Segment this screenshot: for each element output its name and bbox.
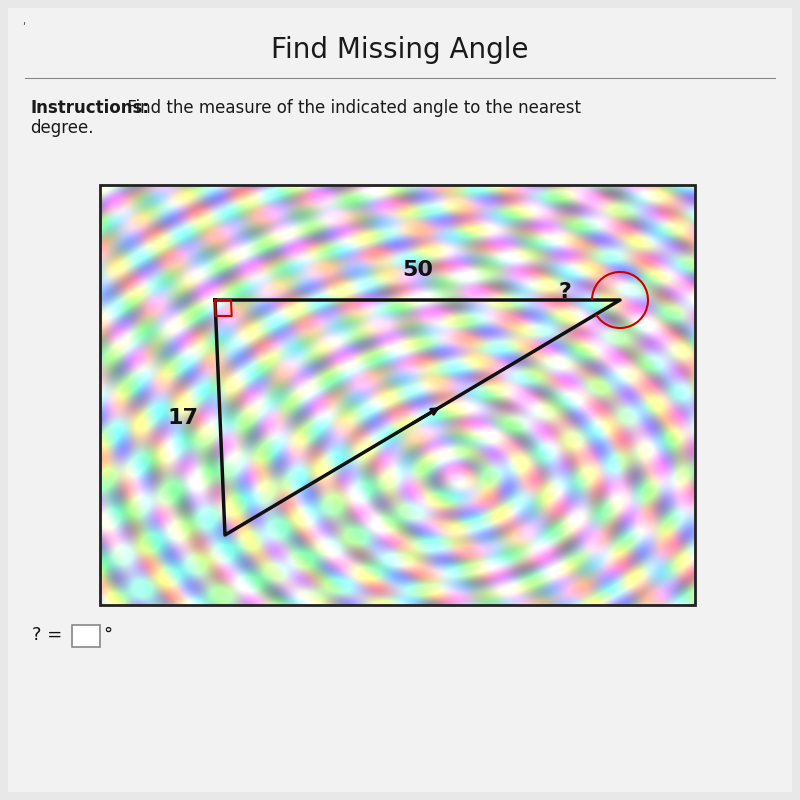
Text: Find the measure of the indicated angle to the nearest: Find the measure of the indicated angle … <box>122 99 581 117</box>
Text: ? =: ? = <box>32 626 62 644</box>
Text: 17: 17 <box>167 407 198 427</box>
Text: °: ° <box>103 626 112 644</box>
Text: 50: 50 <box>402 260 433 280</box>
Bar <box>100 185 695 605</box>
Text: ʹ: ʹ <box>22 23 25 33</box>
Text: Find Missing Angle: Find Missing Angle <box>271 36 529 64</box>
Text: ?: ? <box>558 282 571 302</box>
Text: Instructions:: Instructions: <box>30 99 149 117</box>
Text: degree.: degree. <box>30 119 94 137</box>
Bar <box>72 625 100 647</box>
